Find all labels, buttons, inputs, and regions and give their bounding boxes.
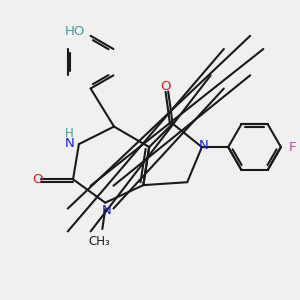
Text: N: N bbox=[199, 139, 208, 152]
Text: O: O bbox=[160, 80, 170, 93]
Text: N: N bbox=[102, 204, 112, 217]
Text: CH₃: CH₃ bbox=[88, 235, 110, 248]
Text: F: F bbox=[289, 141, 297, 154]
Text: HO: HO bbox=[64, 25, 85, 38]
Text: N: N bbox=[65, 137, 74, 150]
Text: H: H bbox=[65, 127, 74, 140]
Text: O: O bbox=[32, 173, 43, 186]
